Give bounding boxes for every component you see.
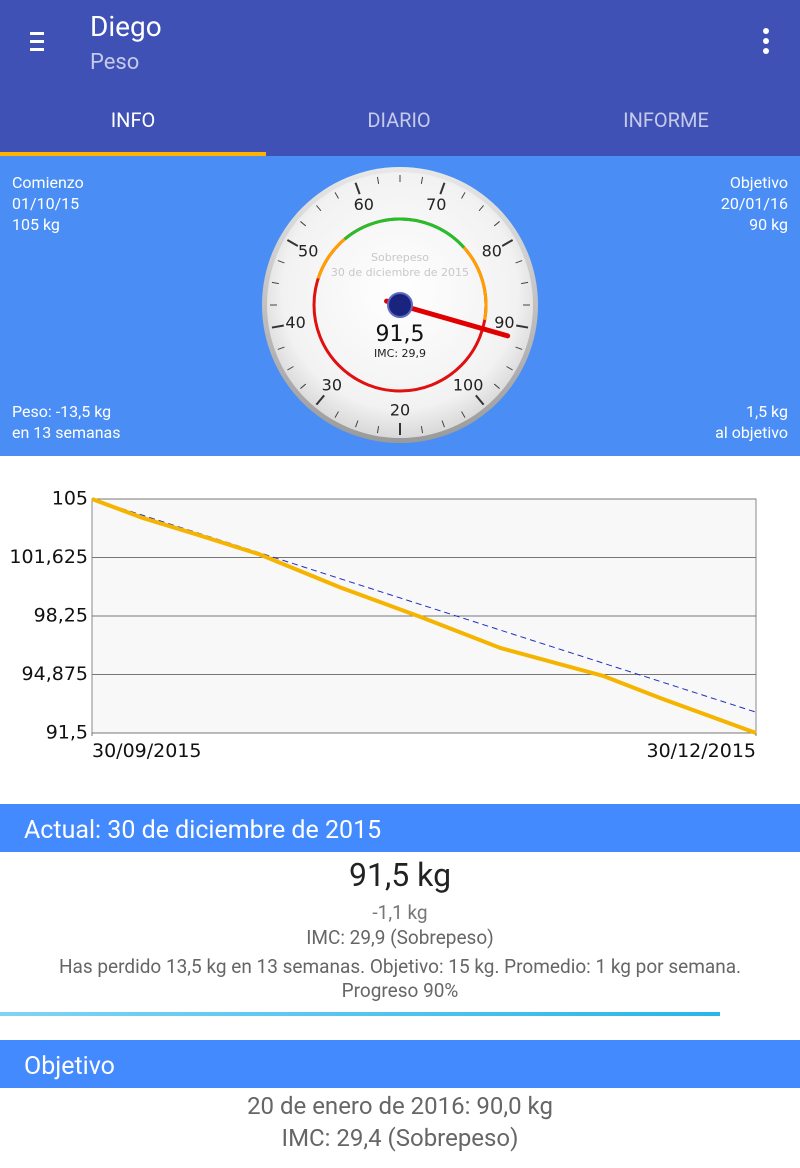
info-panel: Comienzo 01/10/15 105 kg Objetivo 20/01/… (0, 156, 800, 456)
minor-tick (277, 260, 285, 264)
current-weight: 91,5 kg (348, 856, 452, 894)
weight: 105 kg (12, 215, 60, 234)
minor-tick (420, 176, 424, 184)
gauge-hub (387, 292, 413, 318)
gauge-zone (316, 237, 346, 279)
change-info: Peso: -13,5 kg en 13 semanas (12, 401, 121, 443)
gauge-tick-label: 70 (426, 195, 446, 214)
weight-change: -1,1 kg (372, 901, 428, 924)
gauge-tick-label: 30 (322, 376, 342, 395)
minor-tick (420, 426, 424, 434)
objective-line: 20 de enero de 2016: 90,0 kg (247, 1092, 553, 1120)
x-tick-label: 30/09/2015 (92, 740, 202, 762)
gauge-tick-label: 60 (354, 195, 374, 214)
date: 20/01/16 (720, 194, 788, 213)
major-tick (354, 182, 361, 195)
gauge: 20 30 40 50 60 70 80 90 100 Sobrepeso 30 de diciem… (262, 167, 538, 443)
menu-icon[interactable] (28, 30, 48, 54)
minor-tick (334, 411, 339, 418)
label: Objetivo (729, 173, 788, 192)
progress-bar (0, 1012, 720, 1016)
overflow-icon[interactable] (756, 26, 776, 58)
label: Comienzo (12, 173, 84, 192)
minor-tick (515, 260, 523, 264)
start-info: Comienzo 01/10/15 105 kg (12, 172, 84, 235)
line: 1,5 kg (745, 402, 788, 421)
gauge-value: 91,5 (376, 322, 425, 347)
gauge-zone (343, 217, 466, 249)
minor-tick (515, 346, 523, 350)
minor-tick (334, 192, 339, 199)
date: 01/10/15 (12, 194, 80, 213)
line: en 13 semanas (12, 423, 121, 442)
major-tick (315, 394, 325, 406)
minor-tick (355, 420, 359, 428)
y-tick-label: 91,5 (46, 722, 88, 744)
minor-tick (287, 366, 294, 371)
weight: 90 kg (749, 215, 788, 234)
minor-tick (300, 383, 307, 389)
gauge-tick-label: 80 (482, 242, 502, 261)
gauge-tick-label: 40 (285, 313, 305, 332)
major-tick (271, 324, 284, 329)
series-line (91, 498, 757, 713)
major-tick (475, 394, 485, 406)
minor-tick (493, 221, 500, 227)
major-tick (286, 239, 299, 247)
minor-tick (461, 192, 466, 199)
remaining-info: 1,5 kg al objetivo (715, 401, 788, 443)
series-line (91, 497, 757, 735)
minor-tick (316, 205, 322, 212)
title: Diego (90, 10, 162, 43)
y-tick-label: 98,25 (34, 605, 88, 627)
subtitle: Peso (90, 50, 140, 75)
tab-indicator (0, 152, 266, 156)
minor-tick (277, 346, 285, 350)
gauge-tick-label: 20 (390, 401, 410, 420)
minor-tick (271, 281, 279, 285)
minor-tick (461, 411, 466, 418)
imc: IMC: 29,9 (Sobrepeso) (306, 926, 494, 949)
y-tick-label: 94,875 (22, 663, 88, 685)
gauge-status: Sobrepeso (371, 251, 429, 264)
tab[interactable]: INFO (110, 108, 156, 132)
minor-tick (478, 205, 484, 212)
minor-tick (493, 383, 500, 389)
gauge-date: 30 de diciembre de 2015 (331, 266, 469, 279)
section-header: Objetivo (0, 1040, 800, 1088)
x-tick-label: 30/12/2015 (646, 740, 756, 762)
tab[interactable]: DIARIO (367, 108, 431, 132)
goal-info: Objetivo 20/01/16 90 kg (721, 172, 788, 235)
major-tick (439, 182, 446, 195)
minor-tick (300, 221, 307, 227)
minor-tick (376, 426, 380, 434)
minor-tick (506, 366, 513, 371)
tab[interactable]: INFORME (623, 108, 709, 132)
major-tick (516, 324, 529, 329)
gauge-tick-label: 100 (453, 376, 484, 395)
app-bar: Diego Peso INFO DIARIO INFORME (0, 0, 800, 156)
gauge-tick-label: 50 (298, 242, 318, 261)
minor-tick (521, 281, 529, 285)
section-header: Actual: 30 de diciembre de 2015 (0, 804, 800, 852)
y-tick-label: 101,625 (9, 546, 88, 568)
minor-tick (441, 420, 445, 428)
objective-line: IMC: 29,4 (Sobrepeso) (281, 1124, 519, 1152)
gauge-tick-label: 90 (494, 313, 514, 332)
gauge-zone (462, 246, 488, 321)
progress-note: Has perdido 13,5 kg en 13 semanas. Objet… (58, 955, 742, 1002)
line: al objetivo (715, 423, 788, 442)
y-tick-label: 105 (52, 488, 88, 510)
minor-tick (376, 176, 380, 184)
gauge-imc: IMC: 29,9 (374, 347, 426, 360)
line: Peso: -13,5 kg (12, 402, 112, 421)
major-tick (501, 239, 514, 247)
chart: 105 101,625 98,25 94,875 91,530/09/2015 30/12… (9, 488, 757, 762)
